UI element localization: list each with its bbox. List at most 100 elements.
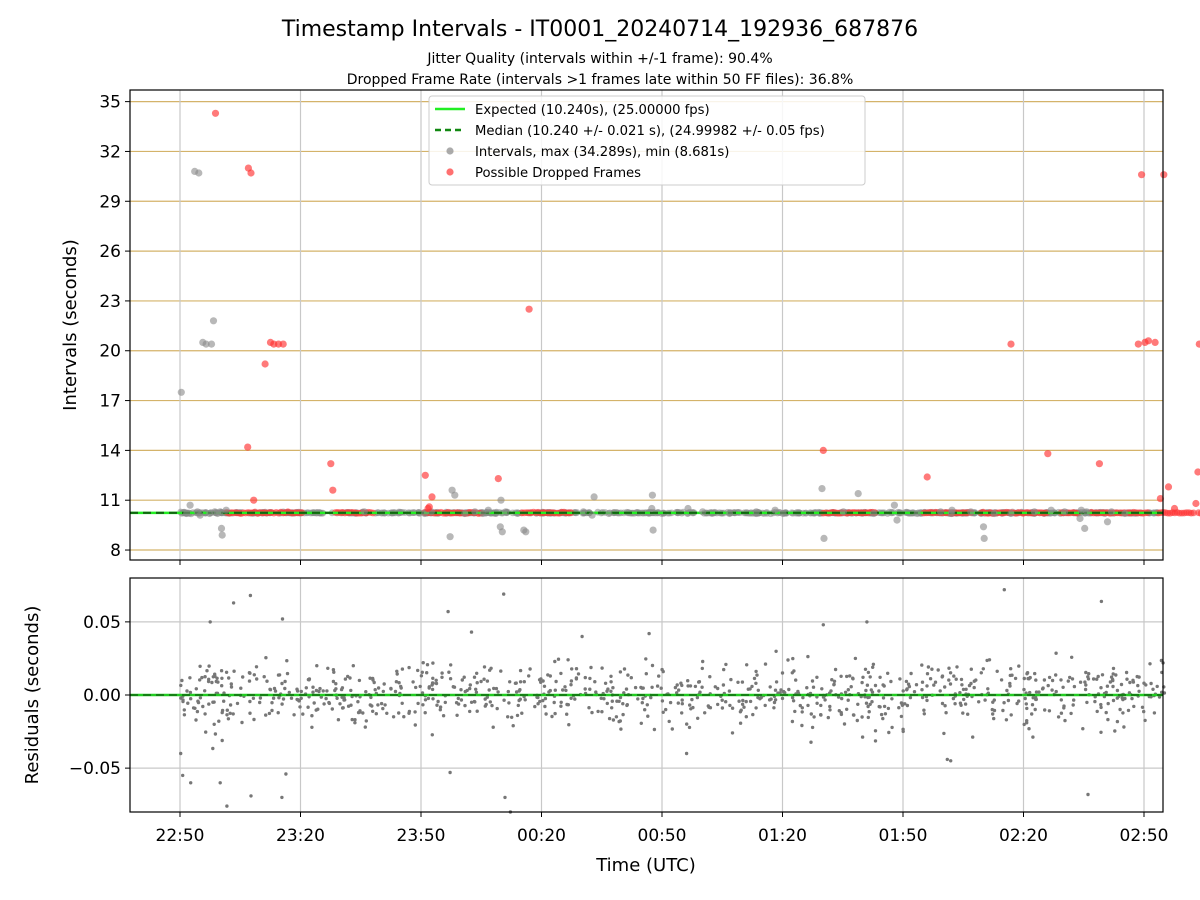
residual-point bbox=[820, 687, 824, 691]
interval-point bbox=[1007, 509, 1015, 518]
residual-point bbox=[763, 662, 768, 666]
residual-point bbox=[940, 675, 944, 679]
residual-point bbox=[499, 669, 503, 673]
residual-point bbox=[1062, 706, 1066, 710]
residual-point bbox=[1110, 677, 1115, 682]
intervals-y-tick-label: 32 bbox=[99, 142, 121, 162]
residual-point bbox=[848, 674, 852, 678]
residual-point bbox=[196, 700, 201, 705]
residual-point bbox=[372, 680, 376, 685]
dropped-frame-point bbox=[1192, 499, 1200, 508]
residual-point bbox=[800, 710, 804, 714]
residual-point bbox=[867, 710, 871, 714]
interval-point bbox=[209, 317, 218, 325]
residual-point bbox=[215, 676, 219, 680]
residual-point bbox=[239, 686, 243, 690]
residual-point bbox=[331, 679, 336, 684]
residual-point bbox=[593, 680, 597, 684]
residual-point bbox=[548, 688, 552, 693]
intervals-y-tick-label: 8 bbox=[110, 541, 121, 561]
residual-point bbox=[495, 706, 499, 711]
residual-point bbox=[203, 689, 207, 693]
residual-point bbox=[953, 702, 957, 706]
residual-point bbox=[588, 676, 592, 681]
residual-point bbox=[485, 695, 489, 699]
residual-point bbox=[447, 670, 451, 674]
residual-point bbox=[1135, 674, 1139, 679]
residual-point bbox=[280, 681, 284, 686]
residual-point bbox=[750, 684, 754, 689]
residual-point bbox=[251, 696, 256, 700]
residual-point bbox=[491, 725, 495, 729]
residual-point bbox=[1059, 711, 1064, 715]
residual-point bbox=[639, 685, 643, 690]
residual-point bbox=[780, 671, 785, 675]
residual-point bbox=[451, 685, 455, 689]
residual-point bbox=[657, 674, 661, 678]
residual-point bbox=[1033, 707, 1037, 712]
residual-point bbox=[350, 717, 354, 722]
residual-point bbox=[883, 712, 888, 716]
residual-point bbox=[262, 675, 266, 679]
residual-point bbox=[241, 675, 245, 679]
residual-point bbox=[331, 668, 336, 672]
residual-point bbox=[249, 794, 253, 798]
residual-point bbox=[877, 704, 881, 709]
residual-point bbox=[693, 684, 698, 689]
residual-point bbox=[258, 696, 263, 700]
interval-point bbox=[196, 511, 204, 519]
interval-point bbox=[471, 508, 479, 516]
residual-point bbox=[1017, 664, 1021, 668]
residual-point bbox=[220, 684, 224, 688]
residual-point bbox=[371, 709, 375, 713]
dropped-frame-point bbox=[1044, 450, 1052, 458]
residual-point bbox=[860, 715, 864, 719]
residual-point bbox=[443, 700, 447, 705]
residual-point bbox=[527, 674, 531, 678]
residual-point bbox=[587, 706, 591, 710]
residual-point bbox=[739, 708, 743, 712]
residual-point bbox=[335, 696, 339, 700]
residual-point bbox=[285, 659, 289, 663]
residual-point bbox=[435, 703, 439, 707]
interval-point bbox=[177, 388, 185, 396]
residual-point bbox=[974, 678, 978, 682]
interval-point bbox=[461, 509, 469, 518]
residual-point bbox=[622, 667, 627, 671]
residual-point bbox=[879, 712, 884, 717]
residual-point bbox=[737, 699, 741, 703]
residual-point bbox=[873, 739, 878, 743]
residual-point bbox=[379, 701, 384, 706]
residual-point bbox=[925, 672, 930, 676]
residual-point bbox=[204, 730, 208, 734]
interval-point bbox=[820, 534, 828, 543]
residual-point bbox=[182, 713, 187, 717]
residual-point bbox=[684, 751, 689, 756]
residual-point bbox=[922, 712, 926, 716]
interval-point bbox=[207, 340, 216, 348]
residual-point bbox=[280, 617, 285, 621]
residual-point bbox=[542, 684, 547, 688]
residual-point bbox=[1008, 684, 1012, 688]
residual-point bbox=[381, 706, 385, 711]
residual-point bbox=[756, 688, 760, 692]
residual-point bbox=[1022, 687, 1026, 692]
residual-point bbox=[952, 674, 956, 678]
residual-point bbox=[647, 631, 651, 636]
residual-point bbox=[462, 675, 466, 679]
residual-point bbox=[268, 687, 272, 691]
residual-point bbox=[1030, 712, 1034, 716]
residual-point bbox=[744, 715, 748, 719]
residual-point bbox=[706, 704, 710, 708]
residual-point bbox=[1054, 689, 1058, 694]
residual-point bbox=[248, 671, 252, 675]
residual-point bbox=[995, 669, 999, 673]
residual-point bbox=[382, 682, 386, 686]
residual-point bbox=[963, 702, 968, 706]
residual-point bbox=[640, 701, 644, 705]
residual-point bbox=[945, 757, 949, 762]
residual-point bbox=[675, 691, 679, 695]
residual-point bbox=[353, 721, 357, 725]
residual-point bbox=[207, 677, 211, 681]
residual-point bbox=[1144, 683, 1148, 687]
